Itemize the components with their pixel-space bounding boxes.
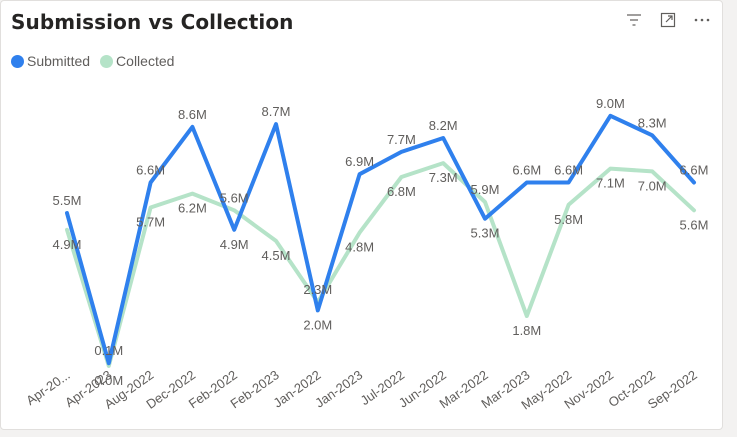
data-label-submitted: 8.6M	[178, 107, 207, 122]
data-label-collected: 5.7M	[136, 215, 165, 230]
data-label-submitted: 6.6M	[680, 163, 709, 178]
data-label-submitted: 6.6M	[512, 163, 541, 178]
x-tick-label: Jan-2023	[312, 367, 365, 410]
data-label-submitted: 8.3M	[638, 115, 667, 130]
data-label-collected: 4.9M	[53, 237, 82, 252]
chart-card: Submission vs Collection	[0, 0, 723, 430]
legend-dot-submitted	[11, 54, 24, 68]
data-label-submitted: 2.0M	[303, 317, 332, 332]
line-chart: 5.5M 0.1M 6.6M 8.6M 4.9M 8.7M 2.0M 6.9M 7.7M 8.2M…	[23, 96, 709, 413]
data-label-submitted: 0.1M	[94, 343, 123, 358]
data-label-collected: 4.5M	[262, 248, 291, 263]
legend-item-collected[interactable]: Collected	[100, 53, 174, 69]
data-label-submitted: 9.0M	[596, 96, 625, 111]
focus-mode-icon[interactable]	[658, 11, 678, 29]
data-label-collected: 2.3M	[303, 282, 332, 297]
data-label-collected: 5.8M	[554, 212, 583, 227]
legend-item-submitted[interactable]: Submitted	[11, 53, 90, 69]
data-label-submitted: 4.9M	[220, 237, 249, 252]
data-label-collected: 0.0M	[94, 373, 123, 388]
data-label-collected: 5.6M	[220, 190, 249, 205]
data-label-collected: 6.8M	[387, 184, 416, 199]
legend: Submitted Collected	[11, 53, 174, 69]
data-label-collected: 6.2M	[178, 201, 207, 216]
series-line-collected[interactable]	[65, 161, 696, 368]
data-label-submitted: 6.6M	[136, 163, 165, 178]
data-label-collected: 1.8M	[512, 323, 541, 338]
data-label-collected: 7.1M	[596, 176, 625, 191]
chart-title: Submission vs Collection	[11, 10, 294, 34]
data-label-submitted: 8.7M	[262, 104, 291, 119]
data-label-collected: 7.0M	[638, 178, 667, 193]
more-options-icon[interactable]	[692, 11, 712, 29]
data-label-collected: 5.6M	[680, 217, 709, 232]
data-label-submitted: 7.7M	[387, 132, 416, 147]
data-label-submitted: 6.9M	[345, 154, 374, 169]
legend-label-collected: Collected	[116, 53, 175, 69]
legend-label-submitted: Submitted	[27, 53, 91, 69]
series-line-submitted[interactable]	[65, 113, 696, 366]
data-label-collected: 7.3M	[429, 170, 458, 185]
filter-icon[interactable]	[624, 11, 644, 29]
visual-toolbar	[624, 11, 712, 29]
legend-dot-collected	[100, 54, 114, 68]
data-label-submitted: 5.3M	[471, 226, 500, 241]
data-label-submitted: 5.5M	[53, 193, 82, 208]
data-label-collected: 4.8M	[345, 240, 374, 255]
data-label-collected: 5.9M	[471, 182, 500, 197]
data-label-submitted: 8.2M	[429, 118, 458, 133]
data-label-submitted: 6.6M	[554, 163, 583, 178]
